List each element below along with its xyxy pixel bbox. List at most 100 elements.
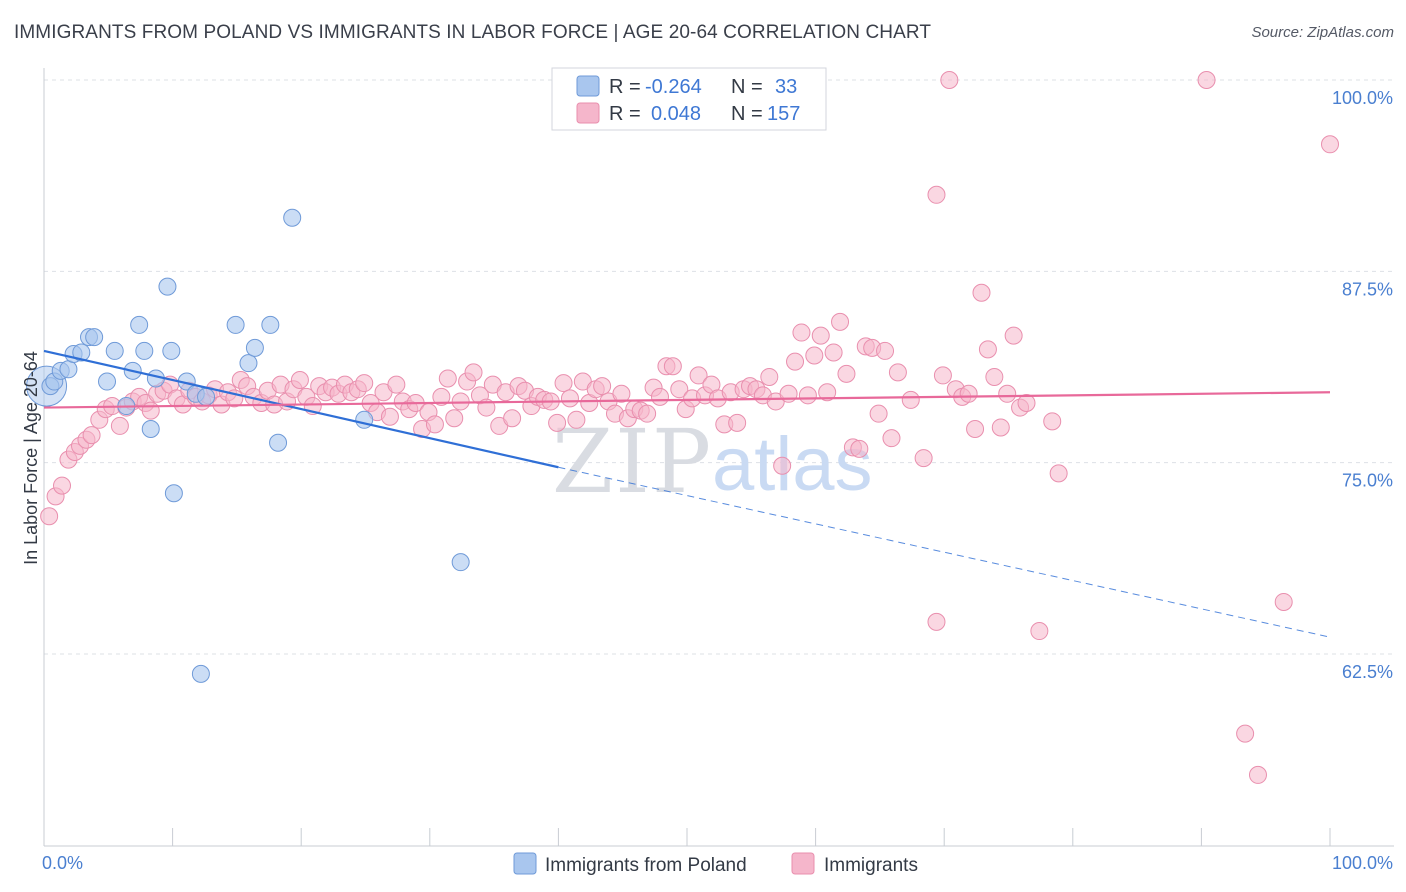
poland-point [451,553,470,572]
immigrants-point [869,404,888,423]
immigrants-point [1043,412,1062,431]
stats-legend: R = -0.264 N = 33 R = 0.048 N = 157 [551,67,827,131]
immigrants-point [40,507,59,526]
legend-n-value-poland: 33 [775,76,797,98]
poland-points [26,208,470,683]
immigrants-point [760,367,779,386]
x-tick-label-max: 100.0% [1332,853,1393,873]
immigrants-point [728,413,747,432]
immigrants-point [82,426,101,445]
axis-layer [43,68,1394,847]
immigrants-point [998,384,1017,403]
y-tick-label-1: 75.0% [1342,471,1393,491]
immigrants-point [650,387,669,406]
poland-point [283,208,302,227]
y-axis-title: In Labor Force | Age 20-64 [21,351,41,565]
immigrants-point [380,407,399,426]
poland-point [245,338,264,357]
series-legend-swatch-immigrants [791,852,815,875]
legend-n-label-immigrants: N = [731,103,763,125]
y-tick-label-3: 100.0% [1332,88,1393,108]
immigrants-point [503,409,522,428]
poland-point [269,433,288,452]
y-tick-label-2: 87.5% [1342,279,1393,299]
immigrants-point [882,429,901,448]
immigrants-point [445,409,464,428]
poland-point [130,315,149,334]
immigrants-point [612,384,631,403]
immigrants-point [927,612,946,631]
poland-point [59,360,78,379]
immigrants-point [978,340,997,359]
series-legend: Immigrants from Poland Immigrants [513,852,918,876]
immigrants-point [876,341,895,360]
poland-point [162,341,181,360]
immigrants-point [972,283,991,302]
poland-point [158,277,177,296]
immigrants-point [888,363,907,382]
poland-point [72,343,91,362]
immigrants-point [663,357,682,376]
poland-point [141,419,160,438]
legend-n-label-poland: N = [731,76,763,98]
immigrants-point [1274,592,1293,611]
poland-point [164,484,183,503]
immigrants-point [991,418,1010,437]
poland-point [105,341,124,360]
chart-title: IMMIGRANTS FROM POLAND VS IMMIGRANTS IN … [14,22,932,43]
immigrants-point [818,383,837,402]
immigrants-point [290,371,309,390]
immigrants-point [933,366,952,385]
poland-point [239,354,258,373]
immigrants-point [560,389,579,408]
series-legend-swatch-poland [513,852,537,875]
trend-lines [43,349,1331,638]
immigrants-point [966,419,985,438]
legend-n-value-immigrants: 157 [767,103,800,125]
immigrants-point [1248,765,1267,784]
watermark-atlas: atlas [712,422,873,507]
immigrants-point [805,346,824,365]
immigrants-point [901,390,920,409]
immigrants-point [1030,622,1049,641]
immigrants-points [40,71,1339,784]
immigrants-point [1004,326,1023,345]
poland-point [135,341,154,360]
immigrants-point [798,386,817,405]
watermark: ZIP atlas [552,410,873,513]
immigrants-point [438,369,457,388]
legend-r-label-immigrants: R = [609,103,641,125]
immigrants-point [773,456,792,475]
series-legend-label-immigrants: Immigrants [824,855,918,876]
y-tick-labels: 62.5% 75.0% 87.5% 100.0% [1332,88,1393,682]
immigrants-point [927,185,946,204]
poland-trend-line [43,349,559,469]
immigrants-point [831,312,850,331]
immigrants-point [548,413,567,432]
immigrants-point [985,367,1004,386]
immigrants-point [1321,135,1339,154]
immigrants-point [1236,724,1255,743]
chart-source: Source: ZipAtlas.com [1251,24,1394,41]
immigrants-point [110,416,129,435]
immigrants-point [786,352,805,371]
poland-point [98,372,117,391]
legend-swatch-poland [576,75,600,97]
immigrants-point [387,375,406,394]
immigrants-point [940,71,959,89]
immigrants-point [824,343,843,362]
immigrants-point [792,323,811,342]
immigrants-point [914,449,933,468]
immigrants-point [689,366,708,385]
immigrants-point [567,410,586,429]
legend-r-label-poland: R = [609,76,641,98]
y-tick-label-0: 62.5% [1342,662,1393,682]
immigrants-point [850,439,869,458]
series-legend-label-poland: Immigrants from Poland [545,855,747,876]
x-tick-label-min: 0.0% [42,853,83,873]
legend-swatch-immigrants [576,102,600,124]
immigrants-point [554,374,573,393]
immigrants-point [355,374,374,393]
poland-point [191,664,210,683]
